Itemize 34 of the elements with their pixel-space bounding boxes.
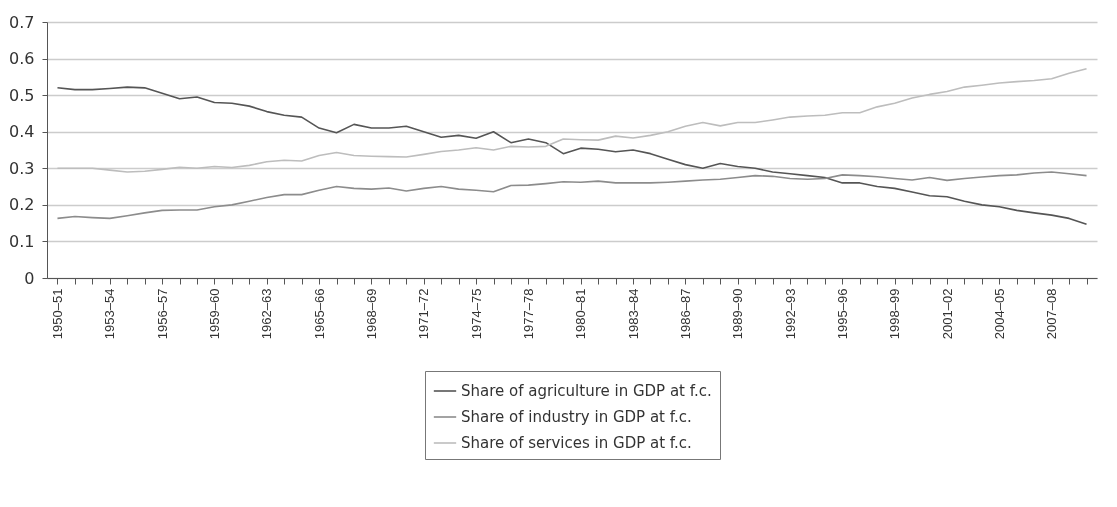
x-tick-label: 1992–93 xyxy=(782,288,798,340)
x-tick-label: 1965–66 xyxy=(311,288,327,340)
x-tick-label: 1989–90 xyxy=(730,288,746,340)
legend-label: Share of industry in GDP at f.c. xyxy=(461,408,692,426)
line-series xyxy=(56,171,1088,220)
y-tick-label: 0.5 xyxy=(9,85,35,105)
x-tick-label: 1977–78 xyxy=(520,288,536,340)
x-tick-label: 1998–99 xyxy=(887,288,903,340)
legend-label: Share of agriculture in GDP at f.c. xyxy=(461,382,712,400)
x-tick-label: 1986–87 xyxy=(677,288,693,340)
x-tick-label: 1968–69 xyxy=(363,288,379,340)
x-tick-label: 1956–57 xyxy=(154,288,170,340)
x-tick-label: 1971–72 xyxy=(416,288,432,340)
y-tick-label: 0.3 xyxy=(9,158,35,178)
x-tick-label: 1995–96 xyxy=(834,288,850,340)
x-tick-label: 1980–81 xyxy=(573,288,589,340)
x-tick-label: 2007–08 xyxy=(1044,288,1060,340)
legend-label: Share of services in GDP at f.c. xyxy=(461,434,692,452)
x-tick-label: 1953–54 xyxy=(102,288,118,340)
x-tick-label: 1974–75 xyxy=(468,288,484,340)
line-series xyxy=(56,68,1088,173)
x-tick-label: 1983–84 xyxy=(625,288,641,340)
x-tick-label: 2004–05 xyxy=(991,288,1007,340)
x-tick-label: 2001–02 xyxy=(939,288,955,340)
y-tick-label: 0 xyxy=(24,268,35,288)
y-tick-label: 0.7 xyxy=(9,12,35,32)
x-tick-label: 1959–60 xyxy=(206,288,222,340)
y-tick-label: 0.1 xyxy=(9,231,35,251)
x-tick-label: 1950–51 xyxy=(49,288,65,340)
line-series xyxy=(56,86,1088,226)
y-tick-label: 0.4 xyxy=(9,122,35,142)
x-tick-label: 1962–63 xyxy=(259,288,275,340)
y-tick-label: 0.6 xyxy=(9,49,35,69)
y-tick-label: 0.2 xyxy=(9,195,35,215)
